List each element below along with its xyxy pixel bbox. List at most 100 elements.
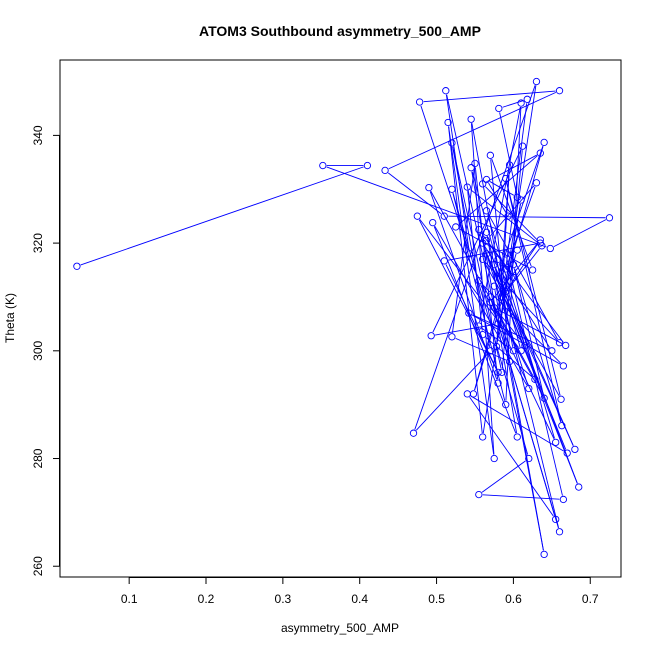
data-point: [498, 368, 506, 377]
series-segment: [501, 150, 523, 369]
series-segment: [430, 190, 534, 377]
series-segment: [420, 105, 469, 251]
y-axis: 260 280 300 320 340: [31, 125, 60, 576]
data-point: [479, 255, 487, 263]
series-segment: [495, 311, 543, 395]
x-tick-label: 0.5: [428, 592, 445, 606]
series-points: [73, 77, 614, 559]
series-segment: [502, 100, 524, 108]
series-segment: [467, 191, 483, 331]
data-point: [536, 236, 544, 244]
series-segment: [485, 261, 558, 341]
data-point: [563, 449, 571, 457]
series-segment: [497, 309, 563, 344]
data-point: [482, 228, 491, 236]
data-point: [525, 454, 533, 463]
data-point: [463, 183, 471, 191]
data-point: [555, 339, 564, 347]
series-segment: [488, 214, 558, 340]
data-point: [505, 357, 514, 366]
data-point: [532, 179, 541, 187]
data-point: [482, 207, 491, 215]
data-point: [509, 347, 518, 355]
data-point: [513, 246, 521, 254]
y-tick-label: 340: [31, 125, 45, 145]
data-point: [479, 331, 487, 339]
series-segment: [505, 103, 528, 266]
data-point: [502, 401, 510, 409]
data-point: [531, 375, 539, 384]
data-point: [429, 218, 437, 227]
series-segment: [423, 90, 556, 103]
series-segment: [471, 171, 518, 434]
x-tick-label: 0.7: [582, 592, 599, 606]
data-point: [427, 332, 435, 340]
data-point: [513, 193, 521, 201]
data-point: [490, 304, 498, 312]
data-point: [540, 550, 548, 559]
y-axis-label: Theta (K): [3, 293, 17, 343]
series-segment: [495, 268, 578, 484]
series-segment: [479, 106, 521, 323]
series-segment: [471, 171, 521, 348]
data-point: [575, 483, 583, 491]
data-point: [509, 273, 518, 282]
series-segment: [452, 146, 491, 347]
data-point: [571, 445, 579, 454]
data-point: [505, 161, 514, 169]
x-tick-label: 0.3: [275, 592, 292, 606]
series-segment: [513, 268, 544, 395]
y-tick-label: 320: [31, 233, 45, 253]
series-segment: [485, 336, 533, 378]
series-segment: [459, 228, 530, 269]
data-point: [517, 196, 525, 204]
data-point: [444, 118, 452, 127]
series-segment: [488, 182, 507, 213]
data-point: [486, 298, 495, 306]
series-segment: [482, 494, 560, 500]
data-point: [509, 260, 518, 269]
data-point: [536, 149, 544, 157]
data-point: [471, 159, 479, 168]
series-segment: [470, 395, 564, 452]
data-point: [517, 99, 525, 107]
data-point: [605, 214, 614, 222]
series-segment: [488, 185, 535, 238]
series-segment: [472, 314, 561, 365]
y-tick-label: 300: [31, 340, 45, 360]
y-tick-label: 260: [31, 556, 45, 576]
data-point: [518, 142, 527, 150]
series-segment: [489, 181, 515, 196]
chart-title: ATOM3 Southbound asymmetry_500_AMP: [199, 23, 481, 39]
y-tick-label: 280: [31, 448, 45, 468]
data-point: [502, 174, 510, 183]
series-segment: [506, 182, 562, 422]
data-point: [540, 394, 548, 402]
data-point: [440, 257, 448, 265]
data-point: [562, 341, 570, 350]
data-point: [482, 250, 491, 258]
series-segment: [553, 219, 607, 248]
data-point: [475, 225, 483, 234]
series-segment: [458, 155, 538, 225]
series-segment: [491, 158, 532, 267]
data-point: [381, 166, 389, 175]
data-point: [448, 185, 456, 193]
series-segment: [498, 262, 525, 342]
x-axis-label: asymmetry_500_AMP: [281, 621, 399, 635]
data-point: [475, 322, 483, 330]
series-segment: [499, 112, 517, 194]
x-tick-label: 0.1: [121, 592, 138, 606]
data-point: [513, 433, 521, 441]
data-point: [425, 183, 433, 192]
series-segment: [80, 166, 364, 266]
x-tick-label: 0.2: [198, 592, 215, 606]
data-point: [490, 260, 498, 269]
data-point: [532, 77, 541, 86]
data-point: [452, 223, 460, 231]
data-point: [363, 161, 372, 170]
series-segment: [446, 94, 498, 321]
data-point: [559, 362, 568, 370]
